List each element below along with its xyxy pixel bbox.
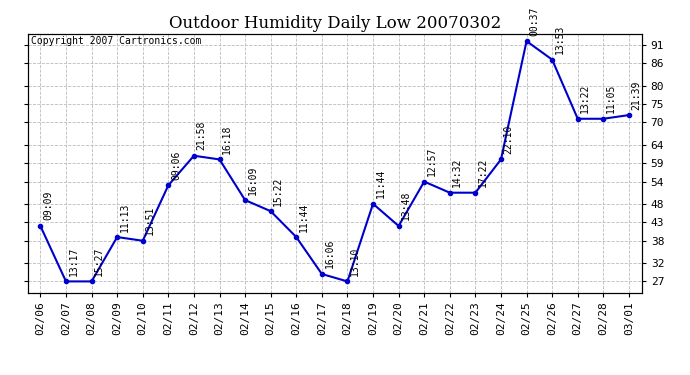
Text: 13:22: 13:22 [580, 84, 590, 113]
Text: 11:05: 11:05 [606, 84, 616, 113]
Text: 16:06: 16:06 [324, 239, 335, 268]
Text: 15:22: 15:22 [273, 176, 283, 206]
Text: 17:22: 17:22 [478, 158, 488, 187]
Text: 15:27: 15:27 [94, 246, 104, 276]
Text: 16:18: 16:18 [222, 124, 232, 154]
Title: Outdoor Humidity Daily Low 20070302: Outdoor Humidity Daily Low 20070302 [168, 15, 501, 32]
Text: 13:53: 13:53 [555, 25, 564, 54]
Text: 13:10: 13:10 [350, 246, 360, 276]
Text: 14:32: 14:32 [453, 158, 462, 187]
Text: 13:48: 13:48 [401, 191, 411, 220]
Text: 16:09: 16:09 [248, 165, 257, 195]
Text: 00:37: 00:37 [529, 6, 539, 36]
Text: 09:09: 09:09 [43, 191, 53, 220]
Text: 21:58: 21:58 [197, 121, 206, 150]
Text: 12:57: 12:57 [426, 147, 437, 176]
Text: 11:44: 11:44 [375, 169, 386, 198]
Text: Copyright 2007 Cartronics.com: Copyright 2007 Cartronics.com [30, 36, 201, 46]
Text: 13:51: 13:51 [146, 206, 155, 235]
Text: 09:06: 09:06 [171, 150, 181, 180]
Text: 11:13: 11:13 [120, 202, 130, 231]
Text: 13:17: 13:17 [68, 246, 79, 276]
Text: 21:39: 21:39 [631, 80, 642, 110]
Text: 22:10: 22:10 [504, 124, 513, 154]
Text: 11:44: 11:44 [299, 202, 309, 231]
